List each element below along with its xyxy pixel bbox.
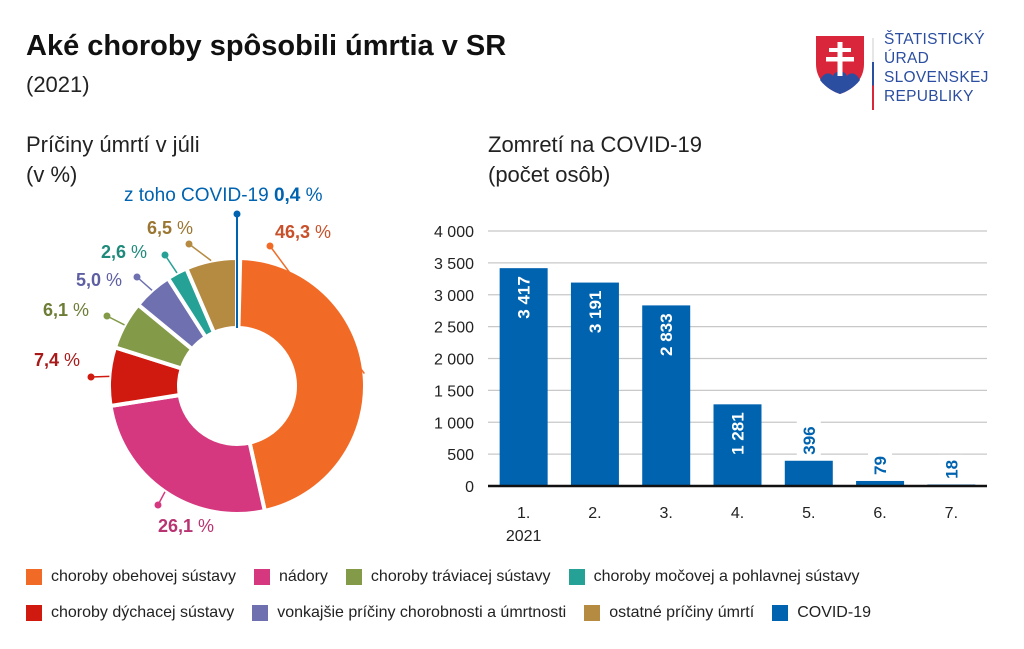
leader-dot — [133, 273, 141, 281]
leader-line — [188, 243, 212, 262]
page-title: Aké choroby spôsobili úmrtia v SR — [26, 30, 507, 62]
legend-swatch — [252, 605, 269, 621]
legend-swatch — [345, 569, 362, 585]
leader-dot — [103, 312, 111, 320]
legend-item-circulatory: choroby obehovej sústavy — [26, 568, 236, 586]
bar-2 — [570, 282, 619, 486]
y-tick-label: 1 500 — [434, 383, 474, 400]
label-background — [796, 420, 821, 459]
y-tick-label: 3 500 — [434, 256, 474, 273]
x-tick-label: 4. — [731, 505, 744, 522]
bar-5 — [784, 460, 833, 486]
x-tick-label: 3. — [660, 505, 673, 522]
legend-swatch — [26, 569, 42, 585]
bar-title: Zomretí na COVID-19 — [488, 132, 702, 157]
logo-line: ÚRAD — [884, 50, 930, 67]
bar-1 — [499, 268, 548, 486]
bar-value-label: 3 417 — [515, 276, 534, 319]
legend-item-other: ostatné príčiny úmrtí — [584, 604, 754, 622]
legend-row: choroby dýchacej sústavy vonkajšie príči… — [26, 602, 1016, 624]
bar-4 — [713, 404, 762, 486]
logo-divider — [872, 38, 874, 110]
y-tick-label: 1 000 — [434, 415, 474, 432]
label-background — [868, 450, 893, 479]
coat-of-arms-icon — [816, 36, 864, 94]
x-tick-label: 7. — [945, 505, 958, 522]
leader-dot — [185, 240, 193, 248]
donut-data-label: 7,4 % — [34, 350, 80, 370]
bar-subtitle: (počet osôb) — [488, 162, 611, 187]
legend-item-tumors: nádory — [254, 568, 328, 586]
bar-value-label: 2 833 — [657, 313, 676, 356]
leader-dot — [154, 501, 162, 509]
bar-value-label: 396 — [800, 426, 819, 454]
legend-swatch — [584, 605, 601, 621]
leader-dot — [266, 242, 274, 250]
covid-annotation: z toho COVID-19 0,4 % — [124, 185, 323, 206]
donut-data-label: 2,6 % — [101, 242, 147, 262]
x-tick-label: 2. — [588, 505, 601, 522]
x-tick-label: 1. — [517, 505, 530, 522]
legend: choroby obehovej sústavy nádory choroby … — [26, 566, 1016, 638]
legend-swatch — [568, 569, 585, 585]
donut-data-label: 6,5 % — [147, 218, 193, 238]
leader-dot — [161, 251, 169, 259]
y-tick-label: 0 — [465, 479, 474, 496]
donut-data-label: 26,1 % — [158, 516, 214, 536]
logo-line: SLOVENSKEJ — [884, 69, 989, 86]
bar-value-label: 1 281 — [729, 412, 748, 455]
donut-data-label: 6,1 % — [43, 300, 89, 320]
legend-swatch — [26, 605, 42, 621]
legend-label: COVID-19 — [797, 604, 871, 621]
donut-data-label: 46,3 % — [275, 222, 331, 242]
label-background — [939, 454, 964, 483]
bar-chart: 0 500 1 000 1 500 2 000 2 500 3 000 3 500 4 000 3… — [434, 224, 987, 545]
donut-title: Príčiny úmrtí v júli — [26, 132, 200, 157]
donut-subtitle: (v %) — [26, 162, 78, 187]
x-tick-label: 5. — [802, 505, 815, 522]
leader-line — [164, 254, 178, 274]
legend-row: choroby obehovej sústavy nádory choroby … — [26, 566, 1016, 588]
covid-leader-dot — [233, 210, 241, 218]
y-tick-label: 500 — [447, 447, 474, 464]
donut-slice-tumors — [108, 392, 268, 516]
logo-line: REPUBLIKY — [884, 88, 974, 105]
bar-value-label: 3 191 — [586, 291, 605, 334]
logo-line: ŠTATISTICKÝ — [884, 31, 985, 48]
legend-item-respiratory: choroby dýchacej sústavy — [26, 604, 234, 622]
bar-3 — [642, 305, 691, 486]
legend-item-digestive: choroby tráviacej sústavy — [345, 568, 551, 586]
y-tick-label: 2 500 — [434, 320, 474, 337]
page-subtitle: (2021) — [26, 72, 90, 97]
legend-item-external: vonkajšie príčiny chorobnosti a úmrtnost… — [252, 604, 566, 622]
legend-swatch — [772, 605, 789, 621]
donut-slice-circulatory — [236, 255, 367, 514]
y-tick-label: 2 000 — [434, 352, 474, 369]
y-tick-label: 4 000 — [434, 224, 474, 241]
donut-chart: 46,3 % 26,1 % 7,4 % 6,1 % 5,0 % 2,6 %6,5 % z t… — [34, 185, 367, 536]
legend-item-urinary: choroby močovej a pohlavnej sústavy — [568, 568, 860, 586]
logo-text: ŠTATISTICKÝ ÚRAD SLOVENSKEJ REPUBLIKY — [884, 30, 989, 106]
leader-line — [269, 245, 366, 375]
legend-label: choroby obehovej sústavy — [51, 568, 236, 585]
legend-label: nádory — [279, 568, 328, 585]
leader-dot — [87, 373, 95, 381]
legend-label: choroby dýchacej sústavy — [51, 604, 235, 621]
legend-label: ostatné príčiny úmrtí — [609, 604, 755, 621]
legend-swatch — [254, 569, 270, 585]
bar-value-label: 18 — [942, 460, 961, 479]
x-tick-label: 6. — [873, 505, 886, 522]
legend-label: vonkajšie príčiny chorobnosti a úmrtnost… — [277, 604, 567, 621]
x-tick-sublabel: 2021 — [506, 528, 542, 545]
statistical-office-logo: ŠTATISTICKÝ ÚRAD SLOVENSKEJ REPUBLIKY — [814, 30, 1014, 115]
legend-item-covid: COVID-19 — [772, 604, 871, 622]
bar-value-label: 79 — [871, 456, 890, 475]
y-tick-label: 3 000 — [434, 288, 474, 305]
legend-label: choroby tráviacej sústavy — [370, 568, 551, 585]
donut-data-label: 5,0 % — [76, 270, 122, 290]
legend-label: choroby močovej a pohlavnej sústavy — [593, 568, 860, 585]
bar-6 — [856, 480, 905, 486]
